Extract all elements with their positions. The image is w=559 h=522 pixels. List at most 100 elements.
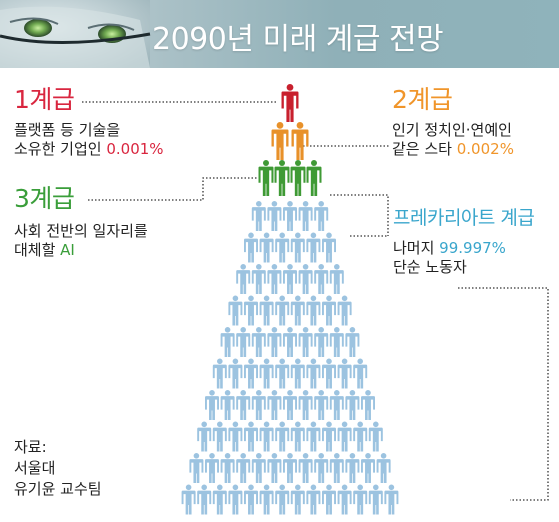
person-icon-precariat [283, 327, 297, 357]
person-icon-tier2 [291, 122, 309, 160]
leader-lines [82, 101, 549, 501]
precariat-desc-line2: 단순 노동자 [393, 258, 467, 277]
person-icon-precariat [251, 201, 266, 231]
person-icon-precariat [236, 327, 251, 357]
person-icon-precariat [236, 264, 251, 294]
person-icon-precariat [228, 358, 243, 389]
person-icon-precariat [290, 421, 305, 452]
person-icon-tier2 [271, 122, 289, 160]
person-icon-tier3 [290, 160, 306, 196]
precariat-leader-line [330, 194, 389, 236]
precariat-desc: 나머지 99.997% 단순 노동자 [393, 239, 534, 278]
person-icon-precariat [197, 421, 212, 452]
person-icon-precariat [267, 327, 282, 357]
person-icon-precariat [275, 295, 290, 326]
person-icon-precariat [353, 484, 368, 515]
source-line2: 유기윤 교수팀 [14, 480, 102, 498]
tier2-desc-prefix: 같은 스타 [392, 140, 457, 158]
person-icon-precariat [298, 201, 313, 231]
person-icon-precariat [314, 453, 329, 483]
person-icon-precariat [275, 421, 290, 452]
person-icon-precariat [290, 232, 305, 263]
person-icon-precariat [212, 358, 227, 389]
person-icon-precariat [306, 358, 321, 389]
tier2-label: 2계급 인기 정치인·연예인 같은 스타 0.002% [392, 84, 514, 160]
person-icon-precariat [251, 327, 266, 357]
person-icon-precariat [244, 358, 258, 389]
person-icon-precariat [205, 390, 219, 420]
person-icon-precariat [329, 453, 344, 483]
person-icon-precariat [306, 232, 321, 263]
person-icon-precariat [290, 484, 305, 515]
person-icon-precariat [228, 421, 243, 452]
person-icon-precariat [314, 201, 329, 231]
person-figures [181, 84, 399, 515]
person-icon-precariat [329, 390, 344, 420]
precariat-desc-prefix: 나머지 [393, 238, 440, 257]
person-icon-precariat [306, 295, 321, 326]
person-icon-precariat [322, 295, 336, 326]
tier1-title: 1계급 [14, 85, 75, 114]
person-icon-precariat [259, 421, 274, 452]
person-icon-precariat [345, 327, 360, 357]
person-icon-precariat [322, 484, 336, 515]
person-icon-precariat [314, 327, 329, 357]
tier1-desc: 플랫폼 등 기술을 소유한 기업인 0.001% [14, 121, 164, 160]
person-icon-precariat [228, 295, 243, 326]
person-icon-precariat [337, 484, 352, 515]
precariat-leader-line-right [458, 287, 549, 501]
tier2-share: 0.002% [456, 140, 514, 158]
person-icon-precariat [314, 390, 329, 420]
person-icon-precariat [267, 264, 282, 294]
person-icon-precariat [181, 484, 196, 515]
person-icon-tier3 [258, 160, 274, 196]
person-icon-precariat [205, 453, 219, 483]
person-icon-precariat [337, 421, 352, 452]
person-icon-precariat [212, 484, 227, 515]
person-icon-precariat [275, 232, 290, 263]
tier3-desc: 사회 전반의 일자리를 대체할 AI [14, 222, 148, 261]
person-icon-precariat [298, 327, 313, 357]
person-icon-precariat [345, 453, 360, 483]
person-icon-precariat [259, 484, 274, 515]
tier1-label: 1계급 플랫폼 등 기술을 소유한 기업인 0.001% [14, 84, 164, 160]
person-icon-precariat [197, 484, 212, 515]
person-icon-precariat [361, 390, 375, 420]
person-icon-precariat [353, 358, 368, 389]
source-label: 자료: [14, 438, 47, 456]
person-icon-precariat [384, 484, 399, 515]
person-icon-tier3 [306, 160, 322, 196]
page-title: 2090년 미래 계급 전망 [152, 22, 444, 57]
tier3-desc-prefix: 대체할 [14, 241, 61, 259]
precariat-share: 99.997% [439, 238, 506, 257]
person-icon-precariat [189, 453, 204, 483]
person-icon-precariat [244, 232, 258, 263]
person-icon-precariat [329, 264, 344, 294]
person-icon-precariat [322, 232, 336, 263]
person-icon-tier1 [281, 84, 299, 122]
person-icon-precariat [322, 358, 336, 389]
person-icon-precariat [275, 484, 290, 515]
person-icon-precariat [353, 421, 368, 452]
person-icon-precariat [251, 453, 266, 483]
person-icon-precariat [220, 327, 235, 357]
person-icon-precariat [283, 390, 297, 420]
person-icon-precariat [244, 421, 258, 452]
person-icon-precariat [283, 264, 297, 294]
precariat-desc-line1: 나머지 99.997% [393, 239, 534, 259]
person-icon-precariat [236, 390, 251, 420]
tier2-desc-line2: 같은 스타 0.002% [392, 140, 514, 160]
header-banner: 2090년 미래 계급 전망 [0, 0, 559, 68]
person-icon-precariat [283, 201, 297, 231]
person-icon-precariat [322, 421, 336, 452]
person-icon-precariat [329, 327, 344, 357]
person-icon-precariat [244, 295, 258, 326]
source-line1: 서울대 [14, 459, 56, 477]
person-icon-precariat [267, 390, 282, 420]
person-icon-precariat [244, 484, 258, 515]
person-icon-precariat [251, 264, 266, 294]
tier3-desc-line2: 대체할 AI [14, 241, 148, 261]
person-icon-precariat [290, 358, 305, 389]
person-icon-precariat [368, 484, 383, 515]
